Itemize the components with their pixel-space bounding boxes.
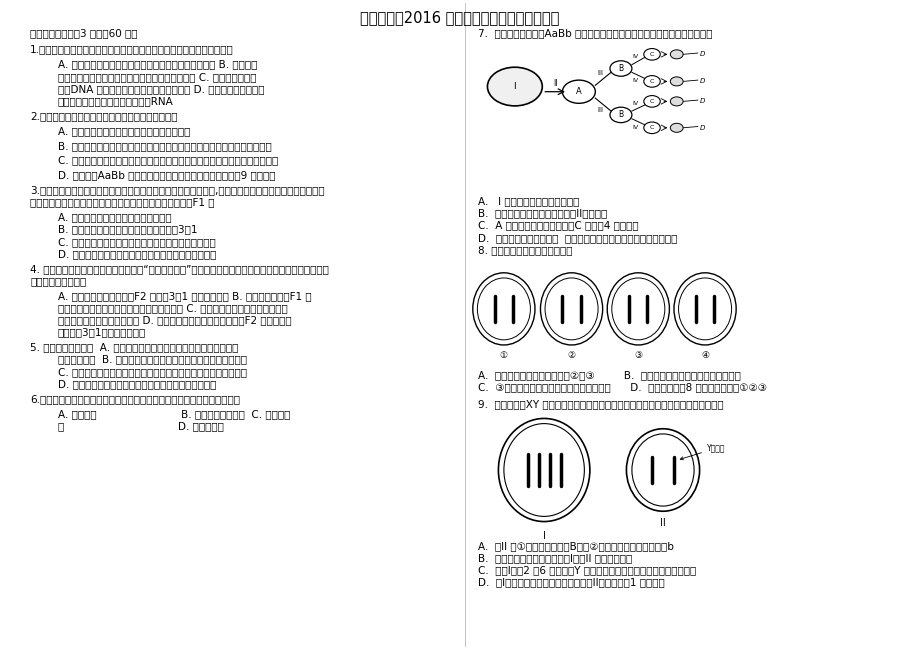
Text: A.  具有同源染色体的细胞只有②和③         B.  动物睾丸中不可能同时出现以上细胞: A. 具有同源染色体的细胞只有②和③ B. 动物睾丸中不可能同时出现以上细胞 bbox=[478, 370, 741, 380]
Text: 5. 下列叙述错误的是  A. 在减数分裂过程中，同源染色体分开，其上的: 5. 下列叙述错误的是 A. 在减数分裂过程中，同源染色体分开，其上的 bbox=[30, 343, 238, 352]
Text: 7.  下图表示基因型为AaBb 的某哺乳动物产生生殖细胞的过程，错误的说法是: 7. 下图表示基因型为AaBb 的某哺乳动物产生生殖细胞的过程，错误的说法是 bbox=[478, 29, 712, 38]
Text: A.   I 过程表示细胞进行有丝分裂: A. I 过程表示细胞进行有丝分裂 bbox=[478, 196, 579, 206]
Text: B: B bbox=[618, 111, 623, 120]
Text: III: III bbox=[597, 70, 603, 75]
Text: A. 基因分离和自由组合规律不适用于伴性遗传: A. 基因分离和自由组合规律不适用于伴性遗传 bbox=[58, 126, 190, 136]
Text: B. 受精时，雌雄配子的结合是随机的，这是孟德尔遗传定律成立的前提之一: B. 受精时，雌雄配子的结合是随机的，这是孟德尔遗传定律成立的前提之一 bbox=[58, 140, 271, 151]
Text: II: II bbox=[660, 518, 665, 528]
Text: I: I bbox=[513, 82, 516, 91]
Ellipse shape bbox=[539, 273, 602, 345]
Text: A. 精原细胞                          B. 大脑中某些神经元  C. 所有体细: A. 精原细胞 B. 大脑中某些神经元 C. 所有体细 bbox=[58, 409, 289, 419]
Text: C.  A 细胞经过减数分裂形成的C 细胞有4 种基因型: C. A 细胞经过减数分裂形成的C 细胞有4 种基因型 bbox=[478, 220, 638, 231]
Circle shape bbox=[670, 77, 683, 86]
Circle shape bbox=[643, 122, 660, 134]
Circle shape bbox=[562, 80, 595, 103]
Text: C. 豌豆都为隐性个体，玉米既有显性个体又有隐性个体: C. 豌豆都为隐性个体，玉米既有显性个体又有隐性个体 bbox=[58, 237, 215, 247]
Text: A. 孟德尔发现遗传因子并证实了其传递规律和化学本质 B. 噬菌体侵: A. 孟德尔发现遗传因子并证实了其传递规律和化学本质 B. 噬菌体侵 bbox=[58, 60, 256, 70]
Text: 3.将豌豆的一对相对性状的纯合显性个体和纯合隐性个体间行种植,另将玉米一对相对性状的纯合显性个体: 3.将豌豆的一对相对性状的纯合显性个体和纯合隐性个体间行种植,另将玉米一对相对性… bbox=[30, 185, 324, 195]
Text: 草实验说明所有病毒的遗传物质是RNA: 草实验说明所有病毒的遗传物质是RNA bbox=[58, 96, 173, 106]
Text: 2.下列对孟德尔遗传定律理解和运用的说法正确的是: 2.下列对孟德尔遗传定律理解和运用的说法正确的是 bbox=[30, 111, 177, 121]
Text: D: D bbox=[698, 79, 704, 84]
Text: D.  该哺乳动物为雌性个体  下图是同一种动物体内有关细胞分裂的一: D. 该哺乳动物为雌性个体 下图是同一种动物体内有关细胞分裂的一 bbox=[478, 233, 677, 243]
Circle shape bbox=[643, 49, 660, 60]
Circle shape bbox=[487, 67, 541, 106]
Text: C: C bbox=[649, 52, 653, 57]
Text: D. 基因型为AaBb 的个体自交，其后代一定有四种表现型和9 种基因型: D. 基因型为AaBb 的个体自交，其后代一定有四种表现型和9 种基因型 bbox=[58, 170, 275, 180]
Text: I: I bbox=[542, 531, 545, 541]
Circle shape bbox=[609, 107, 631, 123]
Text: C.  ③所示的细胞中不可能有基因的自由组合      D.  上述细胞中有8 条染色单体的是①②③: C. ③所示的细胞中不可能有基因的自由组合 D. 上述细胞中有8 条染色单体的是… bbox=[478, 382, 766, 393]
Text: 一、选择题（每题3 分，全60 分）: 一、选择题（每题3 分，全60 分） bbox=[30, 29, 138, 38]
Text: D. 玉米都为隐性个体，豌豆既有显性个体又有隐性个体: D. 玉米都为隐性个体，豌豆既有显性个体又有隐性个体 bbox=[58, 249, 216, 259]
Text: D: D bbox=[698, 98, 704, 105]
Text: 树德中学高2016 级高二上期开学考试生物试题: 树德中学高2016 级高二上期开学考试生物试题 bbox=[360, 10, 559, 25]
Text: B. 豌豆和玉米的显、隐性个体的比例都是3：1: B. 豌豆和玉米的显、隐性个体的比例都是3：1 bbox=[58, 224, 197, 235]
Ellipse shape bbox=[607, 273, 669, 345]
Text: III: III bbox=[597, 107, 603, 112]
Text: C. 在体细胞中，基因是成对存在的，在配子中成对的基因只有一个: C. 在体细胞中，基因是成对存在的，在配子中成对的基因只有一个 bbox=[58, 367, 246, 377]
Circle shape bbox=[643, 96, 660, 107]
Circle shape bbox=[670, 50, 683, 59]
Text: B.  在卵巢中有可能同时存在图Ⅰ、图II 两种分裂图像: B. 在卵巢中有可能同时存在图Ⅰ、图II 两种分裂图像 bbox=[478, 553, 632, 563]
Text: 生了数量相等的带有不同遗传因子的两种配子 C. 根据假设进行演绹推理设计测交: 生了数量相等的带有不同遗传因子的两种配子 C. 根据假设进行演绹推理设计测交 bbox=[58, 303, 287, 313]
Text: D. 在减数分裂过程中，所有非等位基因都可以自由组合: D. 在减数分裂过程中，所有非等位基因都可以自由组合 bbox=[58, 379, 216, 389]
Text: ①: ① bbox=[499, 352, 507, 360]
Ellipse shape bbox=[674, 273, 735, 345]
Text: D: D bbox=[698, 125, 704, 131]
Text: 的叙述中不正确的是: 的叙述中不正确的是 bbox=[30, 276, 86, 286]
Text: IV: IV bbox=[632, 77, 638, 83]
Text: 8. 组图像，下列说法中正确的是: 8. 组图像，下列说法中正确的是 bbox=[478, 245, 573, 255]
Text: 比均接近3：1，以验证其假设: 比均接近3：1，以验证其假设 bbox=[58, 328, 146, 337]
Text: 出在DNA 双螺旋结构中噘啶数不等于嘘卶数 D. 烟草花叶病毒感染烟: 出在DNA 双螺旋结构中噘啶数不等于嘘卶数 D. 烟草花叶病毒感染烟 bbox=[58, 84, 264, 94]
Text: 实验并进行测交实验验证假设 D. 做了多组相对性状的杂交试验，F2 的性状分离: 实验并进行测交实验验证假设 D. 做了多组相对性状的杂交试验，F2 的性状分离 bbox=[58, 315, 291, 326]
Text: C: C bbox=[649, 99, 653, 104]
Text: A. 提出的问题是：为什么F2 出现了3：1 的性状分离比 B. 假设的核心是：F1 产: A. 提出的问题是：为什么F2 出现了3：1 的性状分离比 B. 假设的核心是：… bbox=[58, 291, 311, 301]
Text: C: C bbox=[649, 79, 653, 84]
Text: 6.某成年男子是一种致病基因的携带者，他下列哪种细胞可能不含致病基因: 6.某成年男子是一种致病基因的携带者，他下列哪种细胞可能不含致病基因 bbox=[30, 394, 240, 404]
Text: ③: ③ bbox=[633, 352, 641, 360]
Text: IV: IV bbox=[632, 101, 638, 106]
Text: 等位基因分离  B. 等位基因总是一个来自于父方，一个来自于母方: 等位基因分离 B. 等位基因总是一个来自于父方，一个来自于母方 bbox=[58, 355, 246, 365]
Text: 4. 孟德尔在豌豆杂交试验中，成功利用“假说－演绹法”发现了两个遗传定律。下列有关分离定律发现过程: 4. 孟德尔在豌豆杂交试验中，成功利用“假说－演绹法”发现了两个遗传定律。下列有… bbox=[30, 264, 329, 274]
Text: 染细菌实验比肺炎双球菌体外转化实验更具说服力 C. 沃森和克里克提: 染细菌实验比肺炎双球菌体外转化实验更具说服力 C. 沃森和克里克提 bbox=[58, 72, 255, 82]
Circle shape bbox=[609, 61, 631, 76]
Text: 胞                                   D. 某些精细胞: 胞 D. 某些精细胞 bbox=[58, 421, 223, 431]
Text: ④: ④ bbox=[700, 352, 709, 360]
Text: 9.  下图是某个XY 型性别决定的动物体内的两个细胞分裂示意图，下列叙述正确的是: 9. 下图是某个XY 型性别决定的动物体内的两个细胞分裂示意图，下列叙述正确的是 bbox=[478, 399, 723, 409]
Circle shape bbox=[643, 75, 660, 87]
Text: B.  细胞中染色体数目减半是通过II过程实现: B. 细胞中染色体数目减半是通过II过程实现 bbox=[478, 209, 607, 218]
Text: ②: ② bbox=[567, 352, 575, 360]
Text: IV: IV bbox=[632, 54, 638, 59]
Text: C. 孟德尔遗传定律普遍适用于乳酸菌、酵母菌、蓝藻等各种有细胞结构的生物: C. 孟德尔遗传定律普遍适用于乳酸菌、酵母菌、蓝藻等各种有细胞结构的生物 bbox=[58, 155, 278, 166]
Text: Y染色体: Y染色体 bbox=[679, 444, 724, 460]
Circle shape bbox=[670, 97, 683, 106]
Circle shape bbox=[670, 124, 683, 133]
Text: A: A bbox=[575, 87, 581, 96]
Text: A. 豌豆和玉米都有显性个体和隐性个体: A. 豌豆和玉米都有显性个体和隐性个体 bbox=[58, 212, 171, 222]
Ellipse shape bbox=[472, 273, 535, 345]
Text: D: D bbox=[698, 51, 704, 57]
Text: B: B bbox=[618, 64, 623, 73]
Text: C: C bbox=[649, 125, 653, 130]
Ellipse shape bbox=[498, 419, 589, 521]
Text: D.  图Ⅰ的细胞中有四对同源染色体，图II的细胞中朄1 个四分体: D. 图Ⅰ的细胞中有四对同源染色体，图II的细胞中朄1 个四分体 bbox=[478, 578, 664, 588]
Text: IV: IV bbox=[632, 125, 638, 129]
Text: 1.人类对遗传物质本质的探索经历了漫长的过程，下列有关叙述正确的是: 1.人类对遗传物质本质的探索经历了漫长的过程，下列有关叙述正确的是 bbox=[30, 45, 233, 55]
Text: 与纯合隐性个体间行种植。问隐性纯合一行植株上所产生的F1 是: 与纯合隐性个体间行种植。问隐性纯合一行植株上所产生的F1 是 bbox=[30, 198, 214, 207]
Text: C.  若图Ⅰ中的2 和6 表示两个Y 染色体，则此图表示次级精母细胞的分裂: C. 若图Ⅰ中的2 和6 表示两个Y 染色体，则此图表示次级精母细胞的分裂 bbox=[478, 566, 696, 575]
Ellipse shape bbox=[626, 429, 698, 512]
Text: II: II bbox=[552, 79, 557, 88]
Text: A.  图II 中①上某位点有基因B，则②上相应位点的基因可能是b: A. 图II 中①上某位点有基因B，则②上相应位点的基因可能是b bbox=[478, 541, 674, 551]
